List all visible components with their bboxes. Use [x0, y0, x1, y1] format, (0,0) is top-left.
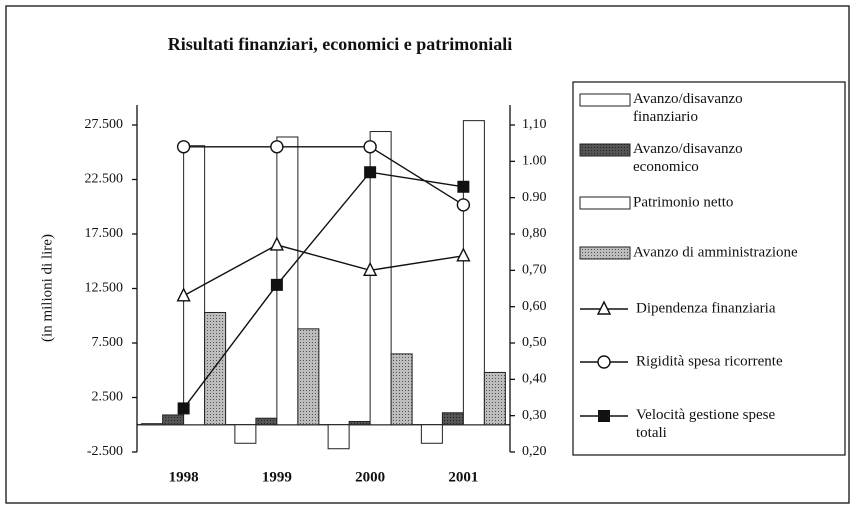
line	[183, 146, 464, 206]
bar	[255, 417, 278, 426]
point-marker	[270, 140, 284, 154]
bar	[162, 414, 185, 426]
bar	[234, 424, 257, 444]
legend-marker	[597, 355, 611, 369]
legend-marker	[596, 300, 612, 315]
y-tick-label: -2.500	[87, 444, 123, 459]
x-tick-label: 1998	[169, 469, 199, 485]
x-tick-label: 1999	[262, 469, 292, 485]
legend-label: Rigidità spesa ricorrente	[636, 353, 783, 369]
y-tick-label: 7.500	[92, 335, 124, 350]
line	[183, 171, 464, 409]
legend-swatch	[579, 93, 631, 107]
y2-tick-label: 0,70	[522, 263, 547, 278]
bar	[369, 131, 392, 426]
legend-swatch	[579, 246, 631, 260]
x-tick-label: 2001	[448, 469, 478, 485]
point-marker	[269, 236, 285, 251]
x-tick-label: 2000	[355, 469, 385, 485]
bar	[183, 145, 206, 426]
legend-swatch	[579, 196, 631, 210]
legend-label: Velocità gestione spese totali	[636, 407, 775, 441]
legend-label: Avanzo/disavanzo finanziario	[633, 91, 743, 125]
y2-tick-label: 0,60	[522, 299, 547, 314]
legend-marker	[598, 410, 610, 422]
y2-tick-label: 0.90	[522, 190, 547, 205]
point-marker	[457, 180, 470, 193]
y2-tick-label: 0,50	[522, 335, 547, 350]
bar	[441, 412, 464, 426]
y2-tick-label: 1,10	[522, 117, 547, 132]
point-marker	[362, 261, 378, 277]
bar	[462, 120, 485, 426]
point-marker	[176, 140, 191, 154]
bar	[483, 371, 506, 426]
legend-label: Patrimonio netto	[633, 194, 733, 210]
bar	[297, 328, 320, 426]
y-tick-label: 27.500	[85, 117, 124, 132]
y2-tick-label: 0,40	[522, 372, 547, 387]
line	[183, 244, 464, 297]
legend-label: Avanzo di amministrazione	[633, 244, 798, 260]
y-tick-label: 17.500	[85, 226, 124, 241]
legend-box	[572, 81, 846, 456]
point-marker	[364, 166, 377, 179]
point-marker	[176, 287, 191, 302]
y2-tick-label: 1.00	[522, 154, 547, 169]
bar	[204, 311, 227, 426]
legend-label: Avanzo/disavanzo economico	[633, 141, 743, 175]
y-tick-label: 2.500	[92, 390, 124, 405]
frame	[5, 5, 850, 504]
chart-title: Risultati finanziari, economici e patrim…	[168, 34, 512, 54]
bar	[390, 353, 413, 426]
bar	[420, 424, 443, 444]
y2-tick-label: 0,20	[522, 444, 547, 459]
legend-swatch	[579, 143, 631, 157]
point-marker	[177, 402, 190, 415]
legend-label: Dipendenza finanziaria	[636, 300, 776, 316]
y2-tick-label: 0,30	[522, 408, 547, 423]
y-tick-label: 12.500	[85, 281, 124, 296]
point-marker	[270, 278, 283, 291]
bar	[348, 420, 371, 426]
point-marker	[456, 198, 471, 212]
point-marker	[363, 140, 377, 154]
point-marker	[456, 247, 471, 262]
y-tick-label: 22.500	[85, 172, 124, 187]
y-axis-label: (in milioni di lire)	[39, 234, 55, 342]
y2-tick-label: 0,80	[522, 226, 547, 241]
bar	[327, 424, 350, 450]
bar	[141, 423, 164, 426]
